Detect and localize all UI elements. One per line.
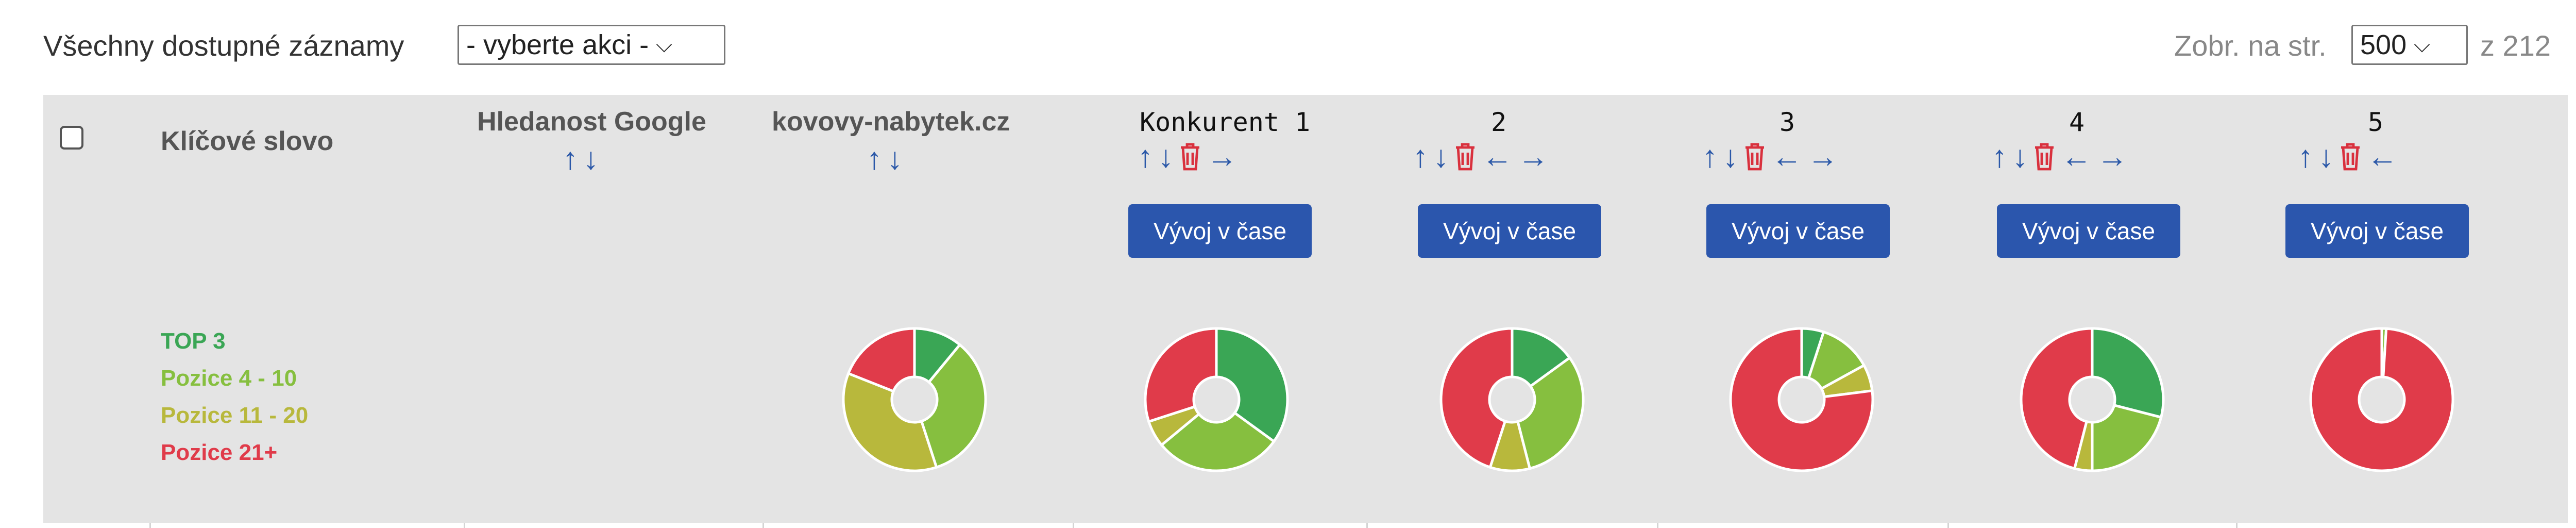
column-divider bbox=[1947, 523, 1949, 528]
competitor-2-position-donut bbox=[1439, 327, 1585, 472]
donut-slice-pozice-21[interactable] bbox=[2309, 327, 2454, 472]
toolbar: Všechny dostupné záznamy - vyberte akci … bbox=[0, 0, 2576, 93]
bulk-action-value: - vyberte akci - bbox=[466, 29, 649, 60]
own-domain-position-donut bbox=[842, 327, 987, 472]
competitor-3-position-donut bbox=[1729, 327, 1874, 472]
sort-down-icon[interactable]: ↓ bbox=[583, 141, 599, 176]
sort-up-icon[interactable]: ↑ bbox=[563, 141, 578, 176]
column-divider bbox=[149, 523, 151, 528]
sort-down-icon[interactable]: ↓ bbox=[1723, 139, 1738, 174]
competitor-1-position-donut bbox=[1144, 327, 1289, 472]
search-volume-sort-icons: ↑ ↓ bbox=[563, 143, 599, 174]
donut-slice-pozice-21[interactable] bbox=[1439, 327, 1514, 469]
legend-pos-21-plus: Pozice 21+ bbox=[161, 440, 278, 465]
per-page-value: 500 bbox=[2360, 29, 2407, 60]
sort-down-icon[interactable]: ↓ bbox=[1433, 139, 1449, 174]
sort-up-icon[interactable]: ↑ bbox=[1702, 139, 1718, 174]
column-divider bbox=[762, 523, 764, 528]
legend-pos-4-10: Pozice 4 - 10 bbox=[161, 366, 297, 391]
bulk-action-select[interactable]: - vyberte akci - ⌵ bbox=[457, 25, 725, 65]
sort-up-icon[interactable]: ↑ bbox=[1413, 139, 1428, 174]
own-domain-column-header[interactable]: kovovy-nabytek.cz bbox=[772, 107, 1010, 137]
per-page-label: Zobr. na str. bbox=[2174, 29, 2327, 62]
donut-slice-pozice-21[interactable] bbox=[846, 327, 916, 393]
legend-top3: TOP 3 bbox=[161, 328, 226, 354]
table-header-panel bbox=[43, 95, 2568, 523]
all-records-label: Všechny dostupné záznamy bbox=[43, 29, 404, 62]
move-right-icon[interactable]: → bbox=[2097, 139, 2128, 174]
trash-icon[interactable] bbox=[1743, 142, 1766, 171]
competitor-5-trend-button[interactable]: Vývoj v čase bbox=[2285, 204, 2469, 258]
own-domain-sort-icons: ↑ ↓ bbox=[867, 143, 903, 174]
chevron-down-icon: ⌵ bbox=[2414, 32, 2430, 57]
donut-slice-pozice-4-10[interactable] bbox=[920, 343, 987, 469]
keyword-column-header[interactable]: Klíčové slovo bbox=[161, 126, 334, 156]
donut-slice-pozice-4-10[interactable] bbox=[1516, 356, 1585, 470]
donut-slice-pozice-11-20[interactable] bbox=[842, 371, 938, 472]
column-divider bbox=[2236, 523, 2238, 528]
total-count-label: z 212 bbox=[2480, 29, 2551, 62]
competitor-3-actions: ↑ ↓ ← → bbox=[1702, 141, 1838, 172]
move-right-icon[interactable]: → bbox=[1207, 139, 1238, 174]
competitor-2-trend-button[interactable]: Vývoj v čase bbox=[1418, 204, 1601, 258]
donut-slice-pozice-21[interactable] bbox=[2020, 327, 2094, 470]
competitor-1-column-header[interactable]: Konkurent 1 bbox=[1140, 107, 1311, 137]
sort-up-icon[interactable]: ↑ bbox=[867, 141, 882, 176]
competitor-4-actions: ↑ ↓ ← → bbox=[1992, 141, 2128, 172]
trash-icon[interactable] bbox=[2033, 142, 2056, 171]
legend-pos-11-20: Pozice 11 - 20 bbox=[161, 403, 309, 428]
competitor-5-column-header[interactable]: 5 bbox=[2368, 107, 2384, 137]
donut-slice-top-3[interactable] bbox=[1511, 327, 1572, 388]
move-left-icon[interactable]: ← bbox=[1482, 139, 1513, 174]
column-divider bbox=[1073, 523, 1074, 528]
trash-icon[interactable] bbox=[2339, 142, 2362, 171]
select-all-checkbox[interactable] bbox=[60, 126, 83, 150]
donut-slice-top-3[interactable] bbox=[2091, 327, 2165, 419]
competitor-1-actions: ↑ ↓ → bbox=[1138, 141, 1238, 172]
move-left-icon[interactable]: ← bbox=[2367, 139, 2398, 174]
sort-down-icon[interactable]: ↓ bbox=[2318, 139, 2334, 174]
competitor-4-position-donut bbox=[2020, 327, 2165, 472]
column-divider bbox=[464, 523, 465, 528]
column-divider bbox=[1657, 523, 1658, 528]
per-page-select[interactable]: 500 ⌵ bbox=[2351, 25, 2468, 65]
donut-slice-top-3[interactable] bbox=[1215, 327, 1289, 443]
competitor-2-column-header[interactable]: 2 bbox=[1491, 107, 1507, 137]
move-right-icon[interactable]: → bbox=[1518, 139, 1549, 174]
competitor-5-position-donut bbox=[2309, 327, 2454, 472]
trash-icon[interactable] bbox=[1454, 142, 1477, 171]
move-right-icon[interactable]: → bbox=[1807, 139, 1838, 174]
trash-icon[interactable] bbox=[1179, 142, 1201, 171]
sort-down-icon[interactable]: ↓ bbox=[2012, 139, 2028, 174]
competitor-4-column-header[interactable]: 4 bbox=[2069, 107, 2085, 137]
competitor-4-trend-button[interactable]: Vývoj v čase bbox=[1997, 204, 2180, 258]
donut-slice-pozice-21[interactable] bbox=[1729, 327, 1874, 472]
move-left-icon[interactable]: ← bbox=[2061, 139, 2092, 174]
competitor-5-actions: ↑ ↓ ← bbox=[2298, 141, 2398, 172]
competitor-2-actions: ↑ ↓ ← → bbox=[1413, 141, 1549, 172]
sort-down-icon[interactable]: ↓ bbox=[1158, 139, 1174, 174]
donut-slice-pozice-4-10[interactable] bbox=[2091, 403, 2163, 472]
column-divider bbox=[1366, 523, 1368, 528]
sort-up-icon[interactable]: ↑ bbox=[1138, 139, 1153, 174]
sort-up-icon[interactable]: ↑ bbox=[2298, 139, 2313, 174]
sort-up-icon[interactable]: ↑ bbox=[1992, 139, 2007, 174]
chevron-down-icon: ⌵ bbox=[656, 32, 672, 57]
move-left-icon[interactable]: ← bbox=[1771, 139, 1802, 174]
donut-slice-pozice-4-10[interactable] bbox=[1160, 411, 1276, 472]
search-volume-column-header[interactable]: Hledanost Google bbox=[477, 107, 706, 137]
sort-down-icon[interactable]: ↓ bbox=[887, 141, 903, 176]
competitor-1-trend-button[interactable]: Vývoj v čase bbox=[1128, 204, 1312, 258]
competitor-3-trend-button[interactable]: Vývoj v čase bbox=[1706, 204, 1890, 258]
position-legend: TOP 3 Pozice 4 - 10 Pozice 11 - 20 Pozic… bbox=[161, 323, 308, 471]
competitor-3-column-header[interactable]: 3 bbox=[1780, 107, 1795, 137]
donut-slice-pozice-21[interactable] bbox=[1144, 327, 1218, 423]
